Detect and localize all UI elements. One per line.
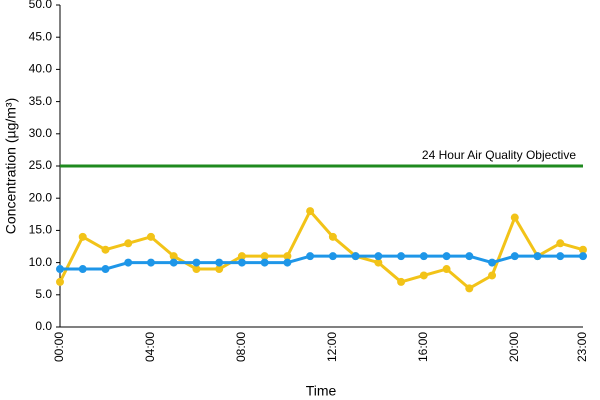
data-point xyxy=(56,265,64,274)
data-point xyxy=(579,252,587,261)
y-tick-label: 25.0 xyxy=(29,158,53,172)
data-point xyxy=(397,252,406,261)
x-tick-label: 12:00 xyxy=(325,332,339,362)
data-point xyxy=(169,258,178,267)
x-tick-label: 04:00 xyxy=(143,332,157,362)
data-point xyxy=(419,252,428,261)
data-point xyxy=(533,252,542,261)
data-point xyxy=(260,252,269,261)
data-point xyxy=(351,252,360,261)
data-point xyxy=(328,232,337,241)
data-point xyxy=(306,207,315,216)
x-axis-label: Time xyxy=(306,383,337,399)
data-point xyxy=(556,252,565,261)
x-tick-label: 23:00 xyxy=(575,332,589,362)
data-point xyxy=(465,252,474,261)
data-point xyxy=(328,252,337,261)
y-tick-label: 30.0 xyxy=(29,126,53,140)
data-point xyxy=(283,252,292,261)
reference-label: 24 Hour Air Quality Objective xyxy=(422,148,576,162)
data-point xyxy=(397,277,406,286)
data-point xyxy=(146,232,155,241)
y-tick-label: 35.0 xyxy=(29,94,53,108)
data-point xyxy=(374,258,383,267)
data-point xyxy=(488,271,497,280)
y-tick-label: 5.0 xyxy=(35,287,52,301)
data-point xyxy=(374,252,383,261)
data-point xyxy=(169,252,178,261)
data-point xyxy=(419,271,428,280)
data-point xyxy=(192,258,201,267)
data-point xyxy=(260,258,269,267)
data-point xyxy=(56,277,64,286)
y-tick-label: 0.0 xyxy=(35,319,52,333)
data-point xyxy=(442,252,451,261)
data-point xyxy=(124,258,133,267)
data-point xyxy=(237,252,246,261)
data-point xyxy=(237,258,246,267)
series-line xyxy=(60,254,583,271)
data-point xyxy=(192,265,201,274)
data-point xyxy=(78,265,87,274)
data-point xyxy=(579,245,587,254)
x-tick-label: 08:00 xyxy=(234,332,248,362)
y-tick-label: 10.0 xyxy=(29,255,53,269)
y-tick-label: 50.0 xyxy=(29,0,53,11)
data-point xyxy=(556,239,565,248)
data-point xyxy=(101,245,110,254)
x-tick-label: 00:00 xyxy=(52,332,66,362)
data-point xyxy=(442,265,451,274)
y-tick-label: 45.0 xyxy=(29,29,53,43)
data-point xyxy=(306,252,315,261)
series-line xyxy=(58,209,584,290)
y-tick-label: 15.0 xyxy=(29,223,53,237)
x-tick-label: 20:00 xyxy=(507,332,521,362)
data-point xyxy=(146,258,155,267)
data-point xyxy=(465,284,474,293)
data-point xyxy=(510,213,519,222)
y-tick-label: 40.0 xyxy=(29,62,53,76)
data-point xyxy=(124,239,133,248)
x-tick-label: 16:00 xyxy=(416,332,430,362)
data-point xyxy=(510,252,519,261)
y-axis-label: Concentration (µg/m³) xyxy=(3,98,19,234)
data-point xyxy=(101,265,110,274)
data-point xyxy=(488,258,497,267)
data-point xyxy=(283,258,292,267)
y-tick-label: 20.0 xyxy=(29,190,53,204)
data-point xyxy=(215,265,224,274)
data-point xyxy=(78,232,87,241)
data-point xyxy=(215,258,224,267)
